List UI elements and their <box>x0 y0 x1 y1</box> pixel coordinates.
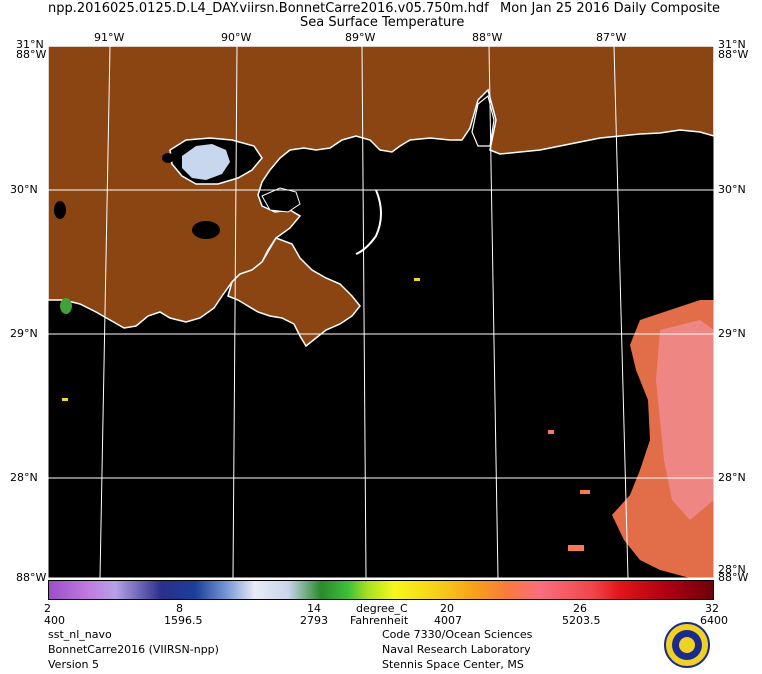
cbar-c-tick: 14 <box>307 602 321 615</box>
date-title: Mon Jan 25 2016 Daily Composite <box>500 1 721 16</box>
corner-lon-label: 88°W <box>16 571 47 584</box>
product-title: Sea Surface Temperature <box>300 15 465 30</box>
map-border <box>47 45 715 579</box>
lat-label: 28°N <box>10 471 38 484</box>
inland-lake <box>54 201 66 219</box>
lat-label: 28°N <box>718 471 746 484</box>
file-name-title: npp.2016025.0125.D.L4_DAY.viirsn.BonnetC… <box>48 1 489 16</box>
corner-lon-label: 88°W <box>718 571 749 584</box>
lon-label: 90°W <box>221 31 252 44</box>
footer-product-id: sst_nl_navo <box>48 628 112 641</box>
cbar-f-unit: Fahrenheit <box>350 614 409 627</box>
lon-label: 88°W <box>472 31 503 44</box>
meridian-89w <box>361 45 367 579</box>
inland-lake <box>192 221 220 239</box>
cbar-c-unit: degree_C <box>356 602 408 615</box>
yellow-sst-speck <box>62 398 68 401</box>
cbar-f-tick: 6400 <box>700 614 728 627</box>
corner-lat-label: 31°N <box>718 38 746 51</box>
meridian-88w <box>488 45 499 579</box>
warm-sst-speck <box>568 545 584 551</box>
warm-sst-speck <box>580 490 590 494</box>
cbar-c-tick: 20 <box>440 602 454 615</box>
cbar-f-tick: 5203.5 <box>562 614 601 627</box>
cbar-f-tick: 1596.5 <box>164 614 203 627</box>
inland-lake <box>162 153 174 163</box>
warm-sst-speck <box>548 430 554 434</box>
lon-label: 91°W <box>94 31 125 44</box>
cbar-f-tick: 2793 <box>300 614 328 627</box>
footer-dataset: BonnetCarre2016 (VIIRSN-npp) <box>48 643 219 656</box>
cbar-f-tick: 4007 <box>434 614 462 627</box>
warm-sst-core <box>656 320 714 520</box>
meridian-90w <box>232 45 238 579</box>
nrl-seal-icon <box>664 622 710 668</box>
lat-label: 28°N <box>718 563 746 576</box>
cbar-c-tick: 2 <box>44 602 51 615</box>
corner-lon-label: 88°W <box>718 48 749 61</box>
cbar-c-tick: 26 <box>573 602 587 615</box>
sst-colorbar <box>48 580 714 600</box>
corner-lat-label: 31°N <box>16 38 44 51</box>
lat-label: 30°N <box>718 183 746 196</box>
lake-borgne <box>261 187 301 213</box>
lon-label: 87°W <box>596 31 627 44</box>
lat-label: 30°N <box>10 183 38 196</box>
footer-org-name: Naval Research Laboratory <box>382 643 531 656</box>
cbar-c-tick: 32 <box>705 602 719 615</box>
cbar-c-tick: 8 <box>176 602 183 615</box>
meridian-91w <box>99 45 111 579</box>
cbar-f-tick: 400 <box>44 614 65 627</box>
corner-lon-label: 88°W <box>16 48 47 61</box>
lon-label: 89°W <box>345 31 376 44</box>
graticule <box>48 45 714 579</box>
land-area <box>47 45 715 329</box>
lake-sst-cold <box>182 144 230 180</box>
lat-label: 29°N <box>718 327 746 340</box>
footer-version: Version 5 <box>48 658 99 671</box>
mobile-bay <box>471 94 495 147</box>
footer-org-location: Stennis Space Center, MS <box>382 658 524 671</box>
green-sst-patch <box>60 298 72 314</box>
lat-label: 29°N <box>10 327 38 340</box>
meridian-87w <box>613 45 629 579</box>
yellow-sst-speck <box>414 278 420 281</box>
footer-org-code: Code 7330/Ocean Sciences <box>382 628 533 641</box>
river-delta <box>227 237 361 348</box>
chandeleur-islands <box>355 189 382 255</box>
